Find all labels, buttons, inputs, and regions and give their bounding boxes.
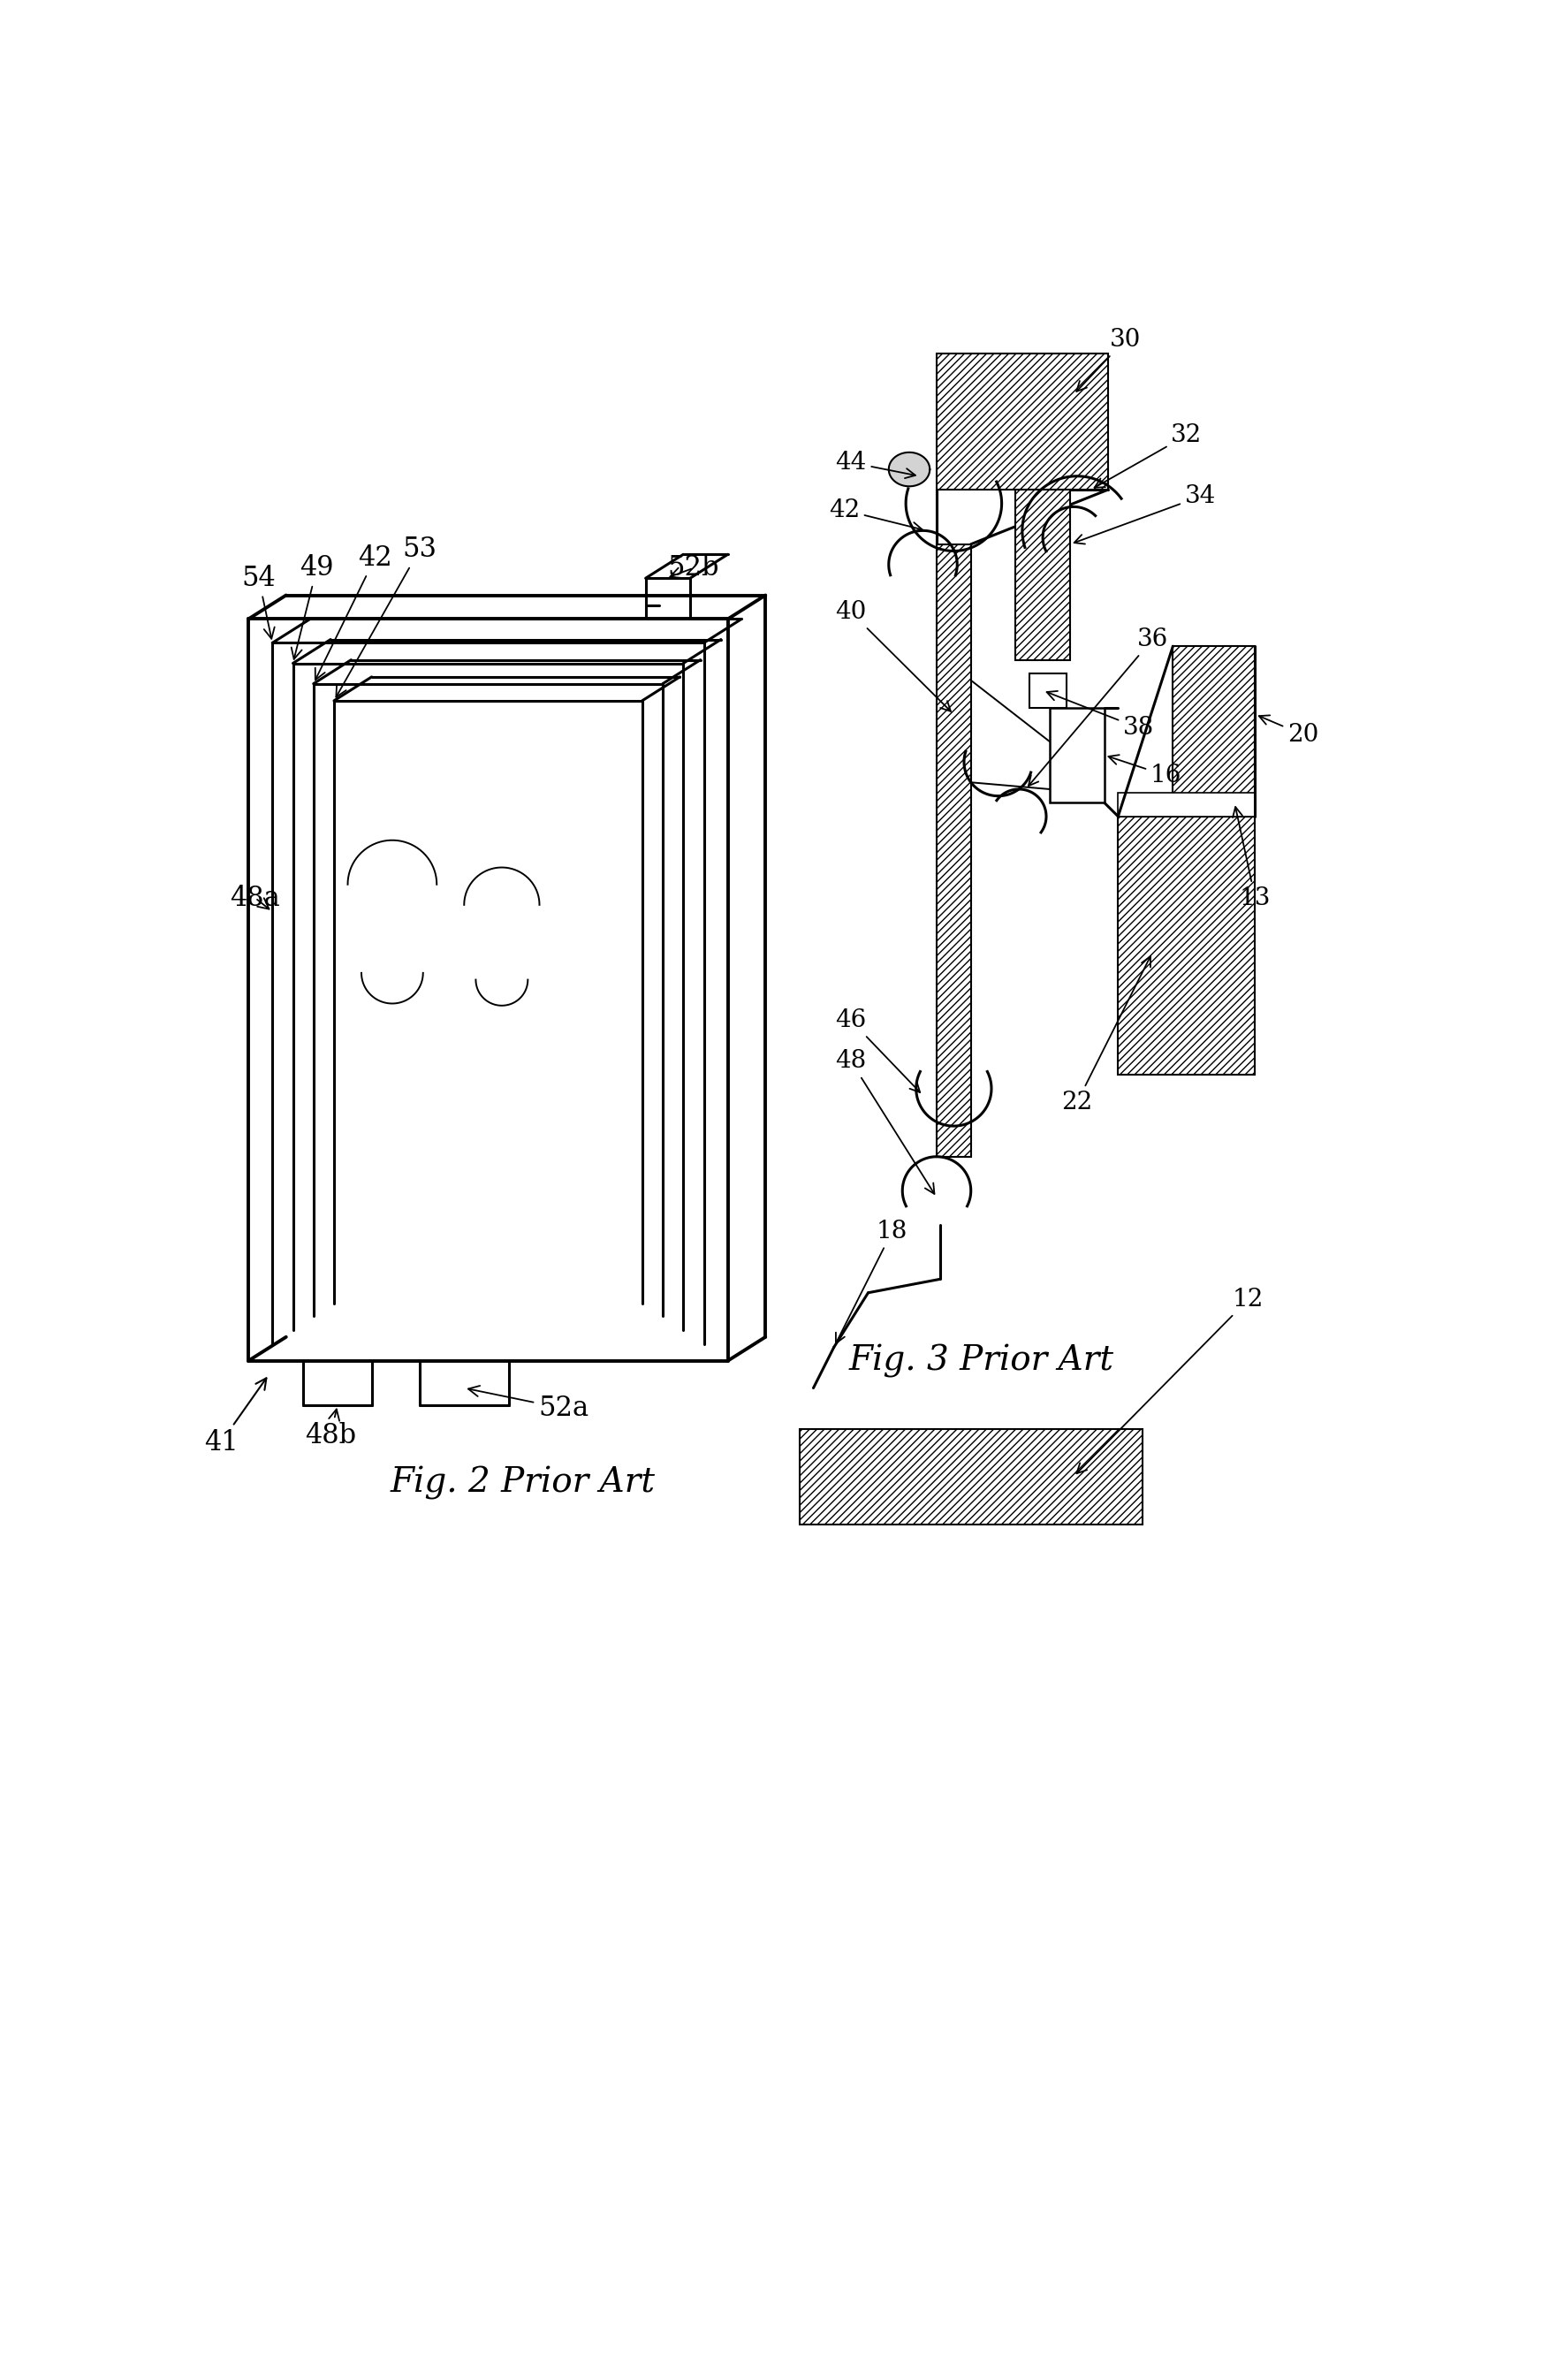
Text: 36: 36 bbox=[1029, 628, 1168, 785]
Text: 53: 53 bbox=[336, 536, 437, 697]
Text: 52a: 52a bbox=[468, 1385, 589, 1423]
Polygon shape bbox=[889, 452, 929, 486]
Text: 44: 44 bbox=[835, 450, 915, 478]
Text: Fig. 2 Prior Art: Fig. 2 Prior Art bbox=[390, 1466, 655, 1499]
Text: 30: 30 bbox=[1077, 328, 1140, 390]
Bar bbox=[1016, 490, 1070, 659]
Bar bbox=[799, 1428, 1142, 1523]
Text: 22: 22 bbox=[1061, 957, 1151, 1114]
Text: Fig. 3 Prior Art: Fig. 3 Prior Art bbox=[849, 1345, 1114, 1378]
Text: 54: 54 bbox=[242, 564, 276, 638]
Text: 18: 18 bbox=[836, 1219, 908, 1342]
Text: 38: 38 bbox=[1047, 690, 1154, 740]
Bar bbox=[937, 545, 971, 1157]
Bar bbox=[1118, 816, 1255, 1076]
Text: 16: 16 bbox=[1109, 754, 1182, 788]
Text: 20: 20 bbox=[1259, 716, 1318, 747]
Text: 42: 42 bbox=[316, 545, 392, 681]
Text: 41: 41 bbox=[204, 1378, 266, 1457]
Text: 48b: 48b bbox=[305, 1409, 356, 1449]
Text: 42: 42 bbox=[829, 497, 922, 533]
Bar bbox=[1029, 674, 1067, 707]
Text: 34: 34 bbox=[1073, 486, 1216, 545]
Text: 13: 13 bbox=[1233, 807, 1270, 909]
Bar bbox=[937, 355, 1108, 490]
Text: 40: 40 bbox=[835, 600, 951, 712]
Bar bbox=[1050, 707, 1104, 802]
Text: 46: 46 bbox=[835, 1009, 920, 1092]
Bar bbox=[335, 700, 643, 1307]
Text: 48: 48 bbox=[835, 1050, 934, 1195]
Text: 52b: 52b bbox=[668, 555, 719, 581]
Text: 12: 12 bbox=[1077, 1288, 1264, 1473]
Text: 49: 49 bbox=[291, 555, 335, 659]
Text: 48a: 48a bbox=[231, 885, 280, 912]
Bar bbox=[1118, 793, 1255, 816]
Text: 32: 32 bbox=[1095, 424, 1202, 488]
Bar bbox=[1173, 647, 1255, 816]
